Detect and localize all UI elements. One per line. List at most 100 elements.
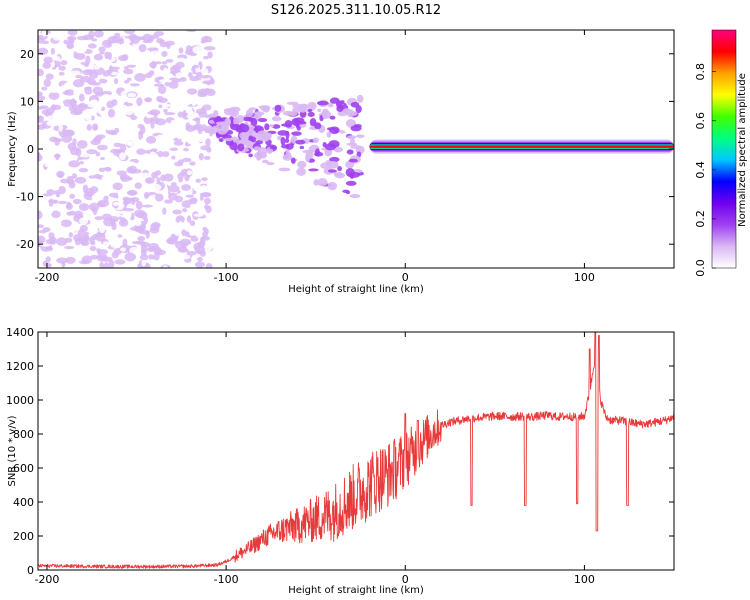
spectrogram-cell bbox=[245, 109, 254, 117]
spectrogram-cell bbox=[207, 51, 213, 59]
spectrogram-cell bbox=[38, 235, 46, 244]
spectrogram-cell bbox=[75, 253, 80, 262]
spectrogram-cell bbox=[305, 153, 311, 163]
spectrogram-cell bbox=[169, 147, 179, 152]
spectrogram-cell bbox=[101, 175, 113, 183]
spectrogram-cell bbox=[75, 61, 80, 70]
spectrogram-cell bbox=[118, 104, 128, 110]
spectrogram-cell bbox=[129, 246, 139, 255]
spectrogram-cell bbox=[314, 148, 320, 157]
spectrogram-cell bbox=[307, 101, 317, 111]
spectrogram-x-tick-label: -100 bbox=[214, 271, 239, 284]
spectrogram-x-tick-label: 0 bbox=[402, 271, 409, 284]
spectrogram-cell bbox=[284, 119, 293, 128]
spectrogram-cell bbox=[186, 215, 192, 223]
spectrogram-cell bbox=[101, 213, 113, 221]
spectrogram-cell bbox=[115, 37, 124, 42]
spectrogram-cell bbox=[187, 88, 198, 95]
spectrogram-cell bbox=[172, 209, 182, 215]
colorbar-label: Normalized spectral amplitude bbox=[737, 73, 748, 227]
spectrogram-cell bbox=[356, 94, 364, 103]
spectrogram-cell bbox=[38, 152, 42, 162]
spectrogram-cell bbox=[189, 228, 197, 236]
spectrogram-cell bbox=[38, 142, 42, 146]
spectrogram-cell bbox=[204, 204, 209, 210]
spectrogram-cell bbox=[134, 220, 142, 227]
spectrogram-cell bbox=[107, 108, 116, 118]
spectrogram-cell bbox=[129, 226, 141, 231]
spectrogram-cell bbox=[345, 190, 351, 195]
snr-x-tick-label: 100 bbox=[574, 573, 595, 586]
spectrogram-cell bbox=[92, 86, 104, 95]
spectrogram-cell bbox=[79, 224, 88, 233]
spectrogram-y-tick-label: 0 bbox=[27, 143, 34, 156]
spectrogram-cell bbox=[179, 36, 185, 43]
spectrogram-cell bbox=[38, 195, 43, 202]
spectrogram-cell bbox=[141, 259, 147, 267]
spectrogram-cell bbox=[58, 65, 66, 71]
spectrogram-cell bbox=[254, 112, 262, 120]
spectrogram-cell bbox=[144, 157, 152, 166]
spectrogram-cell bbox=[112, 182, 123, 191]
spectrogram-cell bbox=[171, 132, 178, 137]
spectrogram-cell bbox=[69, 224, 78, 229]
spectrogram-cell bbox=[352, 169, 363, 173]
spectrogram-cell bbox=[161, 103, 173, 108]
spectrogram-cell bbox=[162, 151, 170, 158]
spectrogram-cell bbox=[348, 171, 361, 178]
spectrogram-cell bbox=[162, 207, 167, 215]
spectrogram-cell bbox=[38, 47, 49, 55]
spectrogram-cell bbox=[163, 108, 168, 113]
spectrogram-cell bbox=[38, 91, 43, 97]
spectrogram-cell bbox=[114, 259, 126, 265]
spectrogram-heatmap bbox=[38, 30, 674, 268]
spectrogram-cell bbox=[118, 47, 123, 52]
spectrogram-cell bbox=[329, 115, 336, 120]
spectrogram-cell bbox=[324, 143, 337, 151]
spectrogram-cell bbox=[56, 170, 65, 178]
spectrogram-cell bbox=[38, 68, 44, 77]
spectrogram-cell bbox=[201, 177, 208, 182]
spectrogram-cell bbox=[137, 236, 146, 242]
spectrogram-cell bbox=[345, 180, 357, 186]
spectrogram-cell bbox=[44, 163, 57, 168]
spectrogram-cell bbox=[143, 216, 149, 224]
spectrogram-cell bbox=[66, 40, 74, 49]
spectrogram-cell bbox=[144, 72, 153, 79]
spectrogram-cell bbox=[272, 124, 281, 129]
chart-title: S126.2025.311.10.05.R12 bbox=[271, 3, 441, 18]
spectrogram-cell bbox=[119, 97, 125, 106]
spectrogram-cell bbox=[212, 110, 219, 117]
spectrogram-cell bbox=[149, 226, 160, 234]
spectrogram-cell bbox=[277, 130, 289, 136]
spectrogram-cell bbox=[55, 219, 62, 227]
spectrogram-cell bbox=[126, 261, 134, 268]
spectrogram-cell bbox=[224, 117, 232, 127]
spectrogram-cell bbox=[192, 184, 201, 191]
spectrogram-cell bbox=[193, 213, 204, 217]
colorbar-tick-label: 0.4 bbox=[694, 161, 707, 179]
spectrogram-cell bbox=[292, 104, 304, 109]
spectrogram-cell bbox=[157, 259, 166, 265]
spectrogram-cell bbox=[313, 179, 319, 186]
spectrogram-cell bbox=[129, 83, 140, 87]
spectrogram-cell bbox=[181, 89, 187, 96]
spectrogram-cell bbox=[104, 51, 110, 60]
spectrogram-cell bbox=[286, 101, 299, 105]
spectrogram-cell bbox=[38, 224, 44, 229]
spectrogram-cell bbox=[45, 73, 54, 80]
spectrogram-cell bbox=[98, 46, 106, 53]
spectrogram-cell bbox=[82, 184, 89, 193]
spectrogram-cell bbox=[346, 135, 357, 140]
spectrogram-cell bbox=[90, 139, 101, 146]
spectrogram-cell bbox=[38, 189, 48, 194]
spectrogram-cell bbox=[200, 88, 213, 94]
spectrogram-cell bbox=[192, 64, 199, 69]
spectrogram-cell bbox=[98, 78, 108, 84]
spectrogram-cell bbox=[57, 200, 68, 205]
spectrogram-cell bbox=[180, 100, 191, 106]
spectrogram-cell bbox=[88, 30, 95, 39]
spectrogram-cell bbox=[89, 81, 101, 86]
spectrogram-cell bbox=[80, 240, 90, 246]
